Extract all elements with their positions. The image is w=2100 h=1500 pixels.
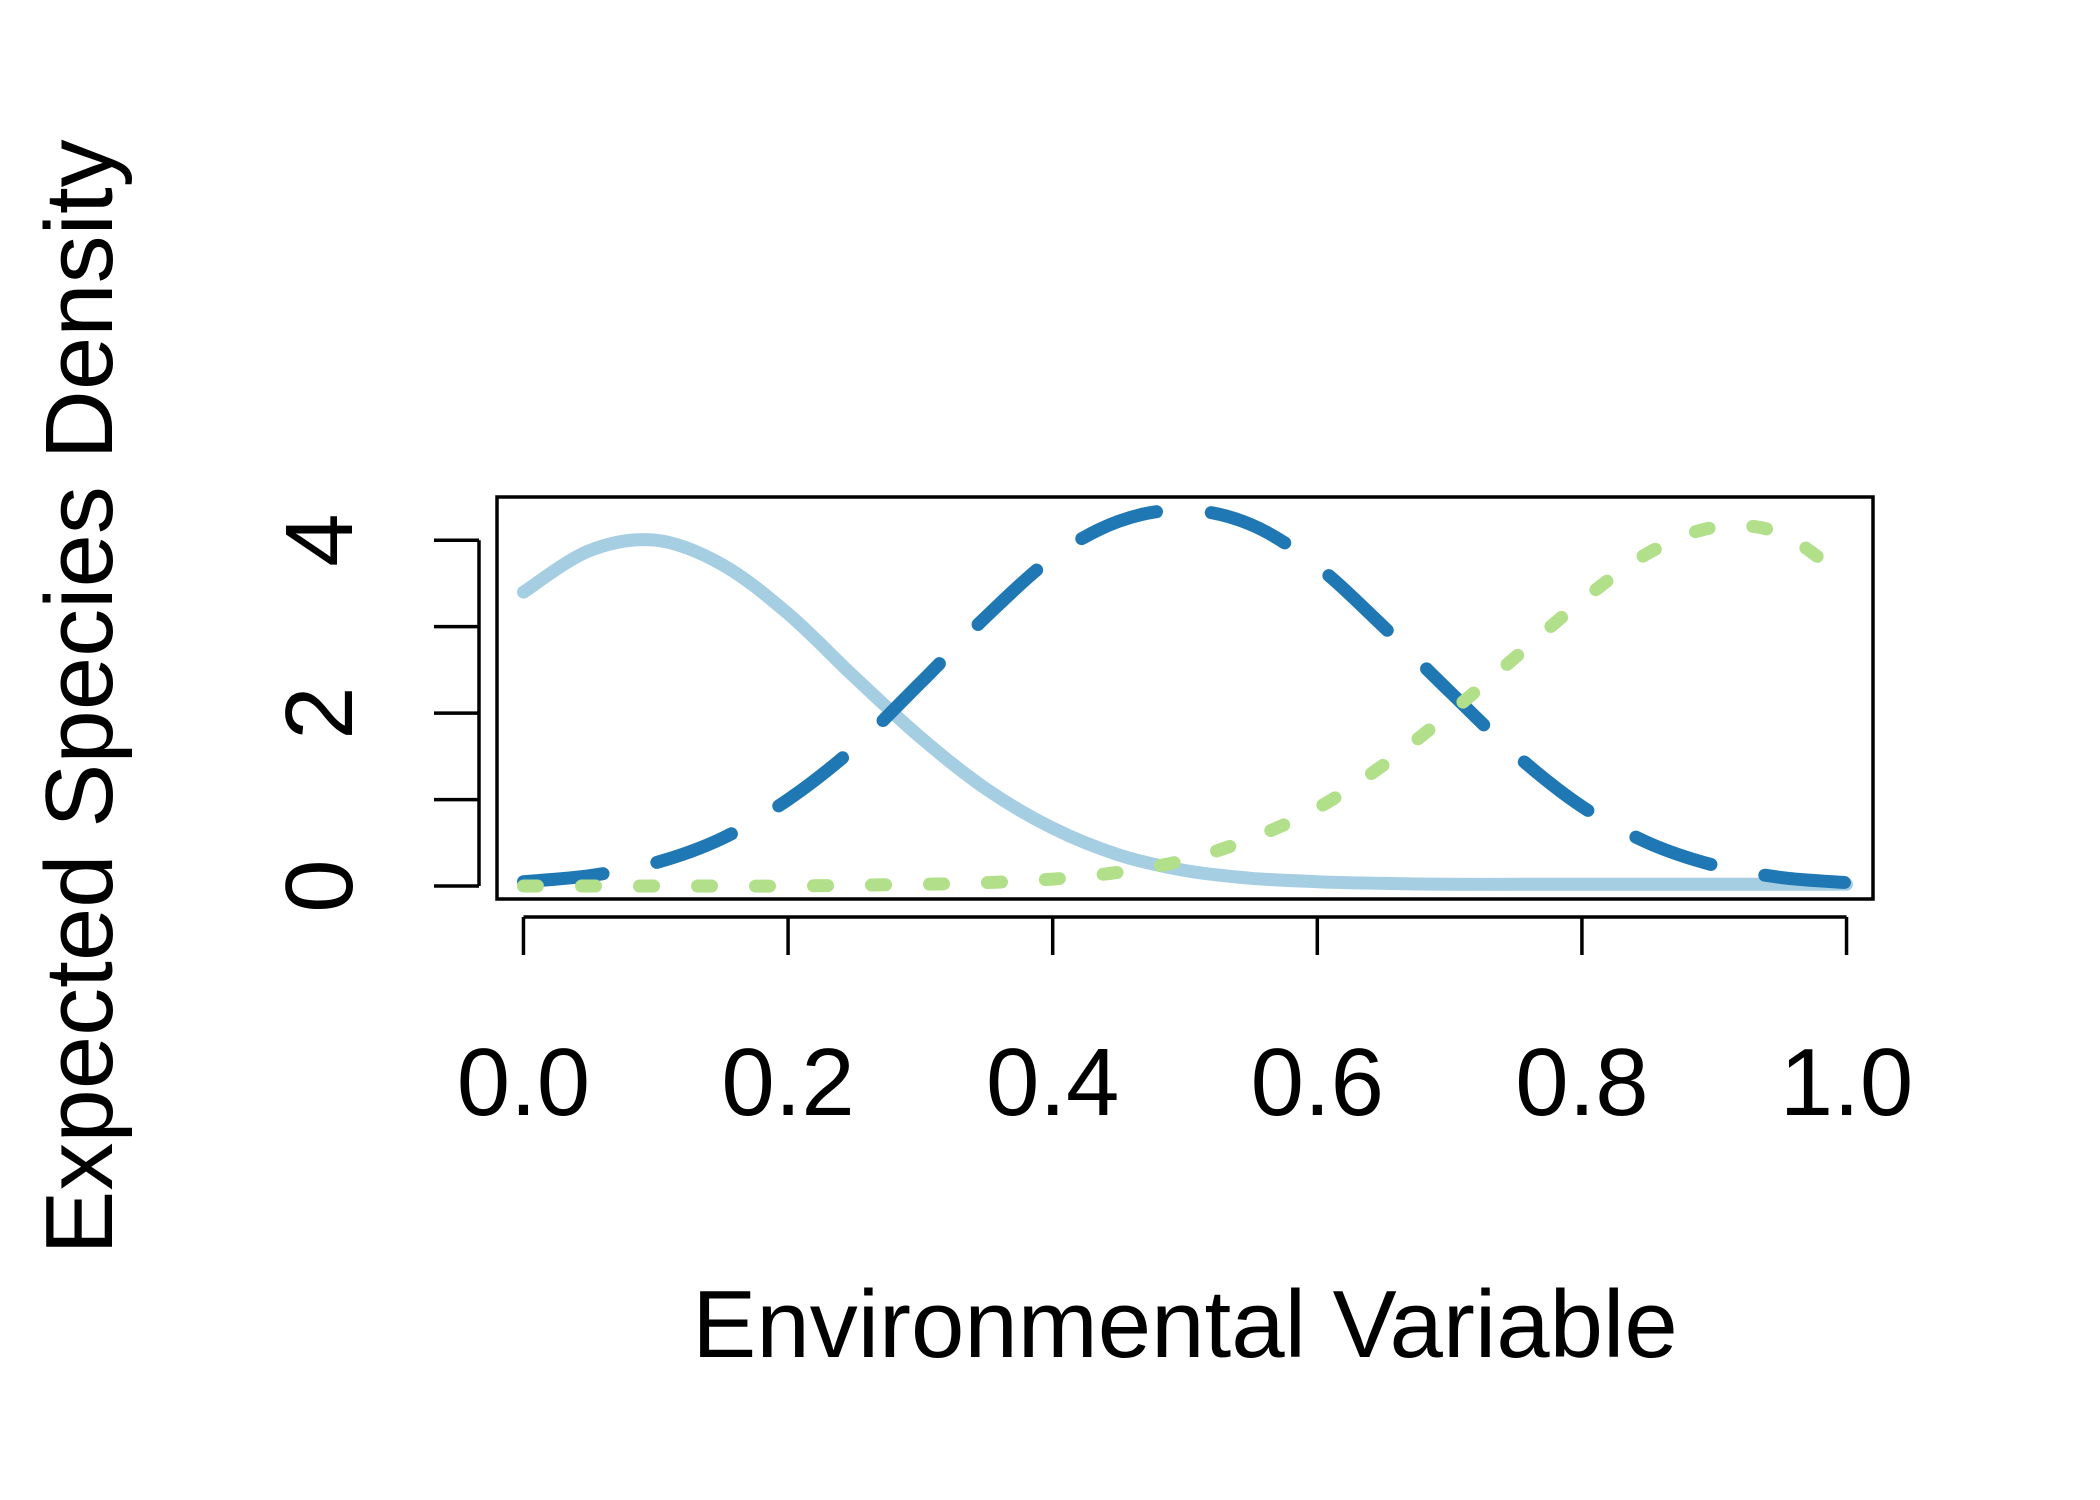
x-axis-title: Environmental Variable	[692, 1271, 1677, 1378]
y-tick-label: 2	[266, 686, 373, 739]
y-tick-label: 0	[266, 859, 373, 912]
x-tick-label: 1.0	[1780, 1029, 1913, 1136]
x-tick-label: 0.6	[1251, 1029, 1384, 1136]
x-tick-label: 0.2	[721, 1029, 854, 1136]
series-layer	[517, 503, 1853, 893]
x-tick-label: 0.8	[1515, 1029, 1648, 1136]
series-line-1	[517, 533, 1853, 891]
plot-frame	[495, 495, 1875, 901]
x-tick-label: 0.4	[986, 1029, 1119, 1136]
x-tick-label: 0.0	[457, 1029, 590, 1136]
y-tick-label: 4	[266, 514, 373, 567]
y-axis: 0 2 4	[266, 514, 481, 913]
x-axis: 0.0 0.2 0.4 0.6 0.8 1.0	[457, 915, 1913, 1136]
y-axis-title: Expected Species Density	[26, 139, 133, 1254]
